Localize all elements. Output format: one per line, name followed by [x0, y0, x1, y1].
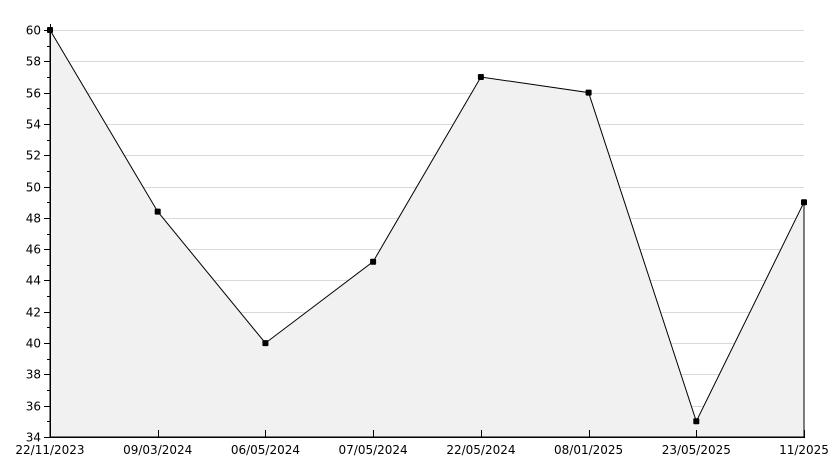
y-tick-label: 38	[26, 368, 41, 382]
y-tick-label: 52	[26, 149, 41, 163]
data-point-marker	[801, 199, 807, 206]
data-point-marker	[47, 27, 53, 33]
x-tick-label: 09/03/2024	[123, 443, 192, 457]
data-point-marker	[585, 89, 592, 96]
x-tick-label: 23/05/2025	[662, 443, 731, 457]
y-tick-label: 40	[26, 337, 41, 351]
data-point-marker	[370, 258, 377, 265]
y-tick-label: 42	[26, 306, 41, 320]
data-point-marker	[477, 74, 484, 80]
x-tick-label: 11/2025	[779, 443, 829, 457]
y-tick-label: 48	[26, 212, 41, 226]
y-tick-label: 34	[26, 431, 41, 445]
data-point-marker	[693, 418, 700, 425]
y-tick-label: 44	[26, 274, 41, 288]
data-point-marker	[154, 208, 161, 215]
x-tick-label: 22/11/2023	[15, 443, 84, 457]
y-tick-label: 46	[26, 243, 41, 257]
data-point-marker	[262, 340, 269, 347]
x-tick-label: 07/05/2024	[339, 443, 408, 457]
x-tick-label: 08/01/2025	[554, 443, 623, 457]
y-tick-label: 50	[26, 181, 41, 195]
x-tick-label: 06/05/2024	[231, 443, 300, 457]
y-tick-label: 60	[26, 24, 41, 38]
y-tick-label: 58	[26, 55, 41, 69]
y-tick-label: 54	[26, 118, 41, 132]
y-tick-label: 56	[26, 87, 41, 101]
y-tick-label: 36	[26, 400, 41, 414]
x-tick-label: 22/05/2024	[446, 443, 515, 457]
